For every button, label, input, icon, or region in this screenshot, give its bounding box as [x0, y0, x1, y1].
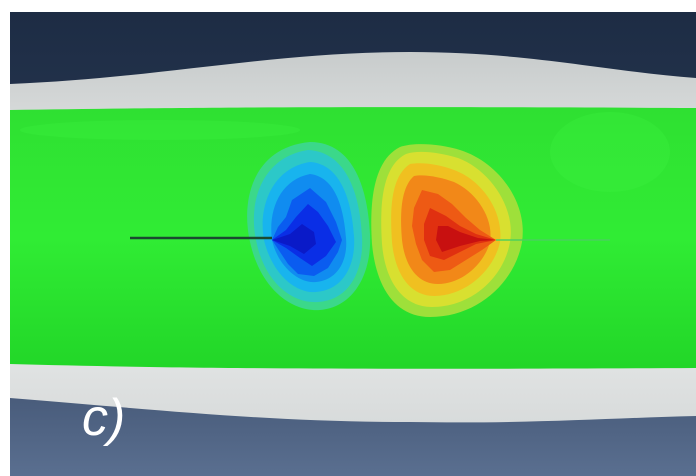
- field-highlight: [20, 120, 300, 140]
- tension-lobe: [371, 144, 523, 317]
- contour-viewport: [10, 12, 696, 476]
- contour-plot: [10, 12, 696, 476]
- panel-label: c): [82, 389, 126, 447]
- field-highlight-right: [550, 112, 670, 192]
- compression-lobe: [247, 142, 371, 311]
